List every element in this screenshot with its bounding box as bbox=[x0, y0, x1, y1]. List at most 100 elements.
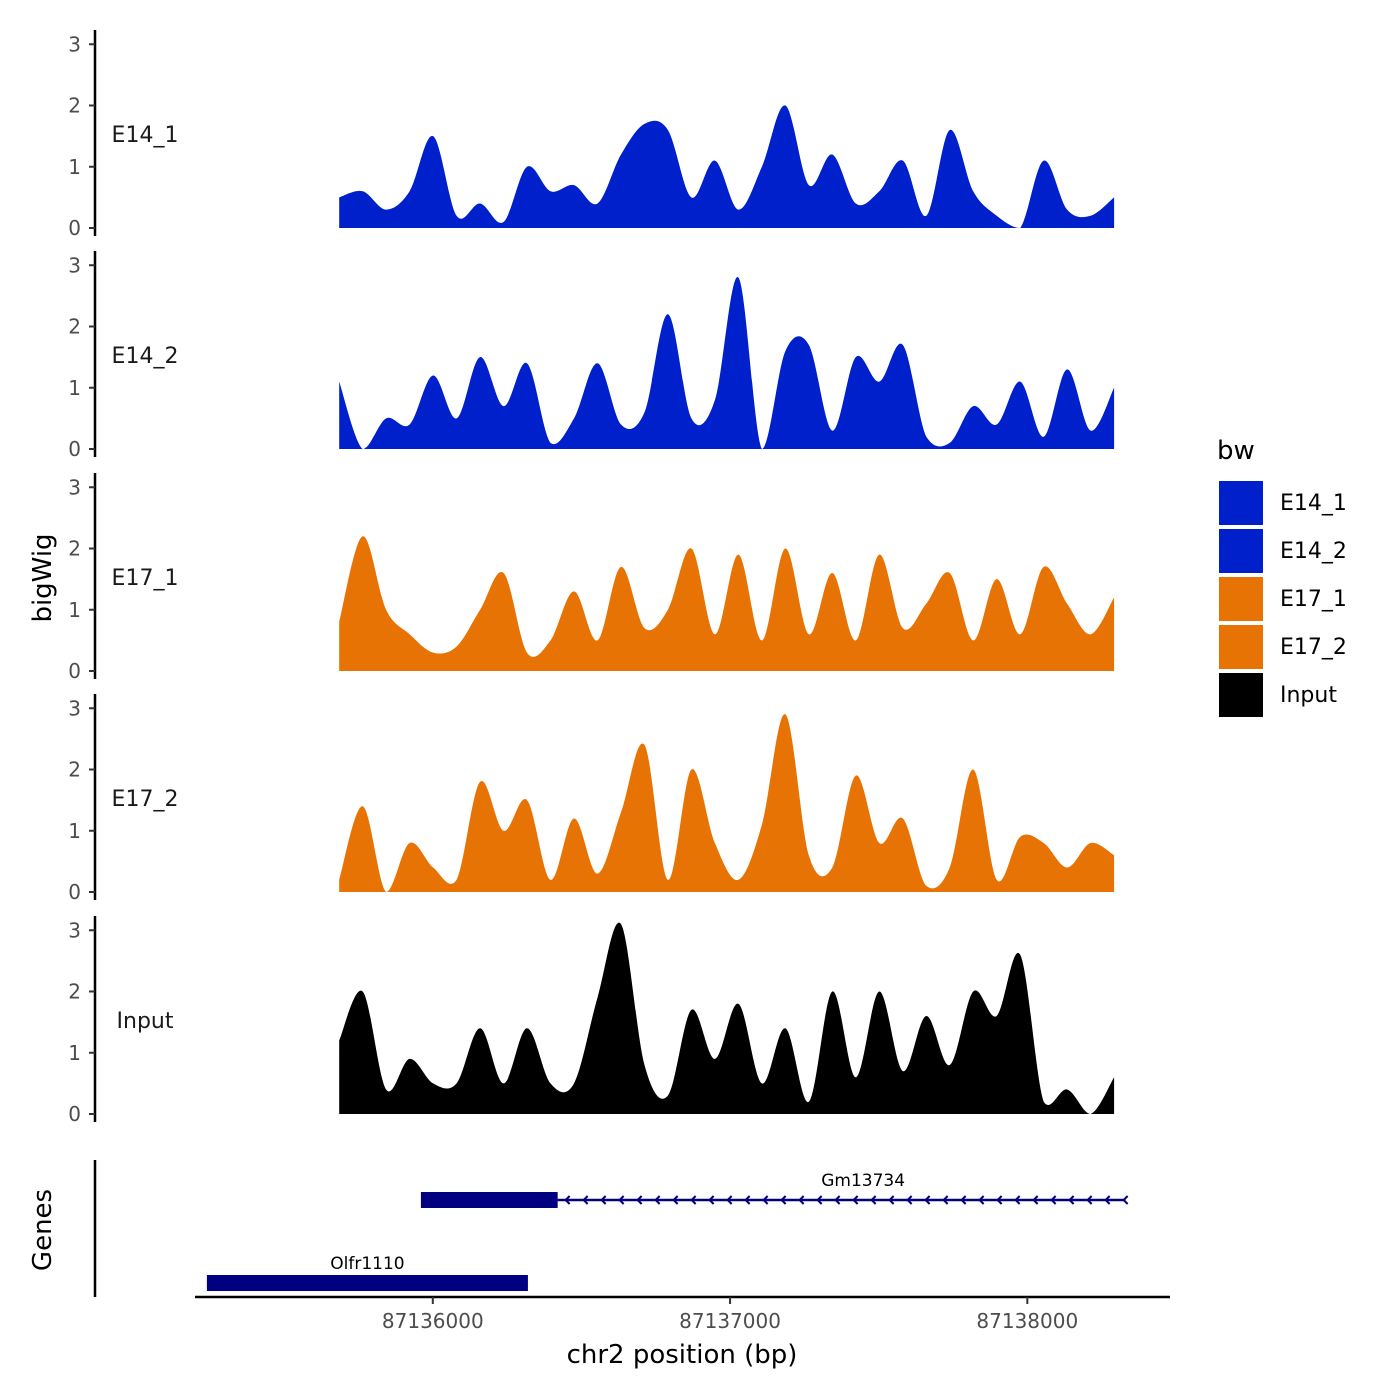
data-point bbox=[502, 572, 505, 575]
data-point bbox=[455, 878, 458, 881]
data-point bbox=[807, 854, 810, 857]
data-point bbox=[1113, 854, 1116, 857]
legend-label: E17_2 bbox=[1280, 635, 1347, 660]
data-point bbox=[1042, 159, 1045, 162]
strand-arrow bbox=[1122, 1195, 1129, 1205]
gene-label: Gm13734 bbox=[821, 1171, 905, 1191]
data-point bbox=[385, 1088, 388, 1091]
data-point bbox=[784, 547, 787, 550]
data-point bbox=[1019, 633, 1022, 636]
data-point bbox=[502, 405, 505, 408]
data-point bbox=[432, 651, 435, 654]
data-point bbox=[1066, 602, 1069, 605]
data-point bbox=[1042, 1100, 1045, 1103]
legend-swatch bbox=[1219, 673, 1263, 717]
data-point bbox=[690, 768, 693, 771]
x-axis: 87136000 87137000 87138000 bbox=[195, 1295, 1170, 1333]
data-point bbox=[972, 639, 975, 642]
data-point bbox=[948, 866, 951, 869]
y-tick-label: 1 bbox=[68, 598, 81, 622]
data-point bbox=[408, 1057, 411, 1060]
data-point bbox=[878, 553, 881, 556]
data-point bbox=[995, 1015, 998, 1018]
strand-arrow bbox=[672, 1195, 679, 1205]
strand-arrow bbox=[1086, 1195, 1093, 1205]
data-point bbox=[455, 214, 458, 217]
data-point bbox=[713, 633, 716, 636]
data-point bbox=[737, 878, 740, 881]
strand-arrow bbox=[1104, 1195, 1111, 1205]
data-point bbox=[502, 829, 505, 832]
legend-item-input: Input bbox=[1219, 673, 1337, 717]
legend-swatch bbox=[1219, 625, 1263, 669]
track-label: E17_2 bbox=[112, 787, 179, 812]
strand-arrow bbox=[726, 1195, 733, 1205]
data-point bbox=[666, 1094, 669, 1097]
data-point bbox=[854, 1076, 857, 1079]
data-point bbox=[596, 639, 599, 642]
data-point bbox=[432, 1082, 435, 1085]
data-point bbox=[1042, 565, 1045, 568]
strand-arrow bbox=[852, 1195, 859, 1205]
legend-label: E14_1 bbox=[1280, 491, 1347, 516]
data-point bbox=[901, 343, 904, 346]
x-tick-label: 87137000 bbox=[679, 1309, 781, 1333]
data-point bbox=[643, 744, 646, 747]
strand-arrow bbox=[834, 1195, 841, 1205]
data-point bbox=[408, 423, 411, 426]
data-point bbox=[1042, 435, 1045, 438]
data-point bbox=[713, 1057, 716, 1060]
legend-swatch bbox=[1219, 529, 1263, 573]
y-tick-label: 3 bbox=[68, 696, 81, 720]
data-point bbox=[549, 190, 552, 193]
data-point bbox=[854, 639, 857, 642]
data-point bbox=[690, 196, 693, 199]
data-point bbox=[338, 621, 341, 624]
data-point bbox=[596, 202, 599, 205]
data-point bbox=[385, 417, 388, 420]
x-tick-label: 87138000 bbox=[976, 1309, 1078, 1333]
data-point bbox=[831, 866, 834, 869]
data-point bbox=[925, 435, 928, 438]
data-point bbox=[995, 423, 998, 426]
strand-arrow bbox=[798, 1195, 805, 1205]
track-label: E14_2 bbox=[112, 344, 179, 369]
data-point bbox=[549, 441, 552, 444]
data-point bbox=[995, 214, 998, 217]
strand-arrow bbox=[960, 1195, 967, 1205]
y-tick-label: 0 bbox=[68, 216, 81, 240]
legend-label: Input bbox=[1280, 683, 1337, 708]
legend-label: E14_2 bbox=[1280, 539, 1347, 564]
data-point bbox=[760, 823, 763, 826]
data-point bbox=[901, 1070, 904, 1073]
strand-arrow bbox=[564, 1195, 571, 1205]
strand-arrow bbox=[600, 1195, 607, 1205]
y-tick-label: 0 bbox=[68, 659, 81, 683]
data-point bbox=[620, 423, 623, 426]
data-point bbox=[361, 990, 364, 993]
data-point bbox=[338, 1039, 341, 1042]
y-tick-label: 2 bbox=[68, 315, 81, 339]
x-tick-label: 87136000 bbox=[382, 1309, 484, 1333]
legend-item-e14-1: E14_1 bbox=[1219, 481, 1347, 525]
y-tick-label: 2 bbox=[68, 94, 81, 118]
data-point bbox=[948, 441, 951, 444]
y-tick-label: 1 bbox=[68, 1041, 81, 1065]
strand-arrow bbox=[1068, 1195, 1075, 1205]
data-point bbox=[690, 1008, 693, 1011]
data-point bbox=[760, 448, 763, 451]
data-point bbox=[948, 1064, 951, 1067]
data-point bbox=[925, 1015, 928, 1018]
data-point bbox=[432, 374, 435, 377]
data-point bbox=[596, 362, 599, 365]
data-point bbox=[620, 923, 623, 926]
data-point bbox=[385, 608, 388, 611]
data-point bbox=[1019, 835, 1022, 838]
data-point bbox=[573, 1082, 576, 1085]
data-point bbox=[807, 184, 810, 187]
strand-arrow bbox=[816, 1195, 823, 1205]
data-point bbox=[479, 202, 482, 205]
strand-arrow bbox=[924, 1195, 931, 1205]
gene-gm13734: Gm13734 bbox=[420, 1171, 1129, 1208]
data-point bbox=[831, 990, 834, 993]
